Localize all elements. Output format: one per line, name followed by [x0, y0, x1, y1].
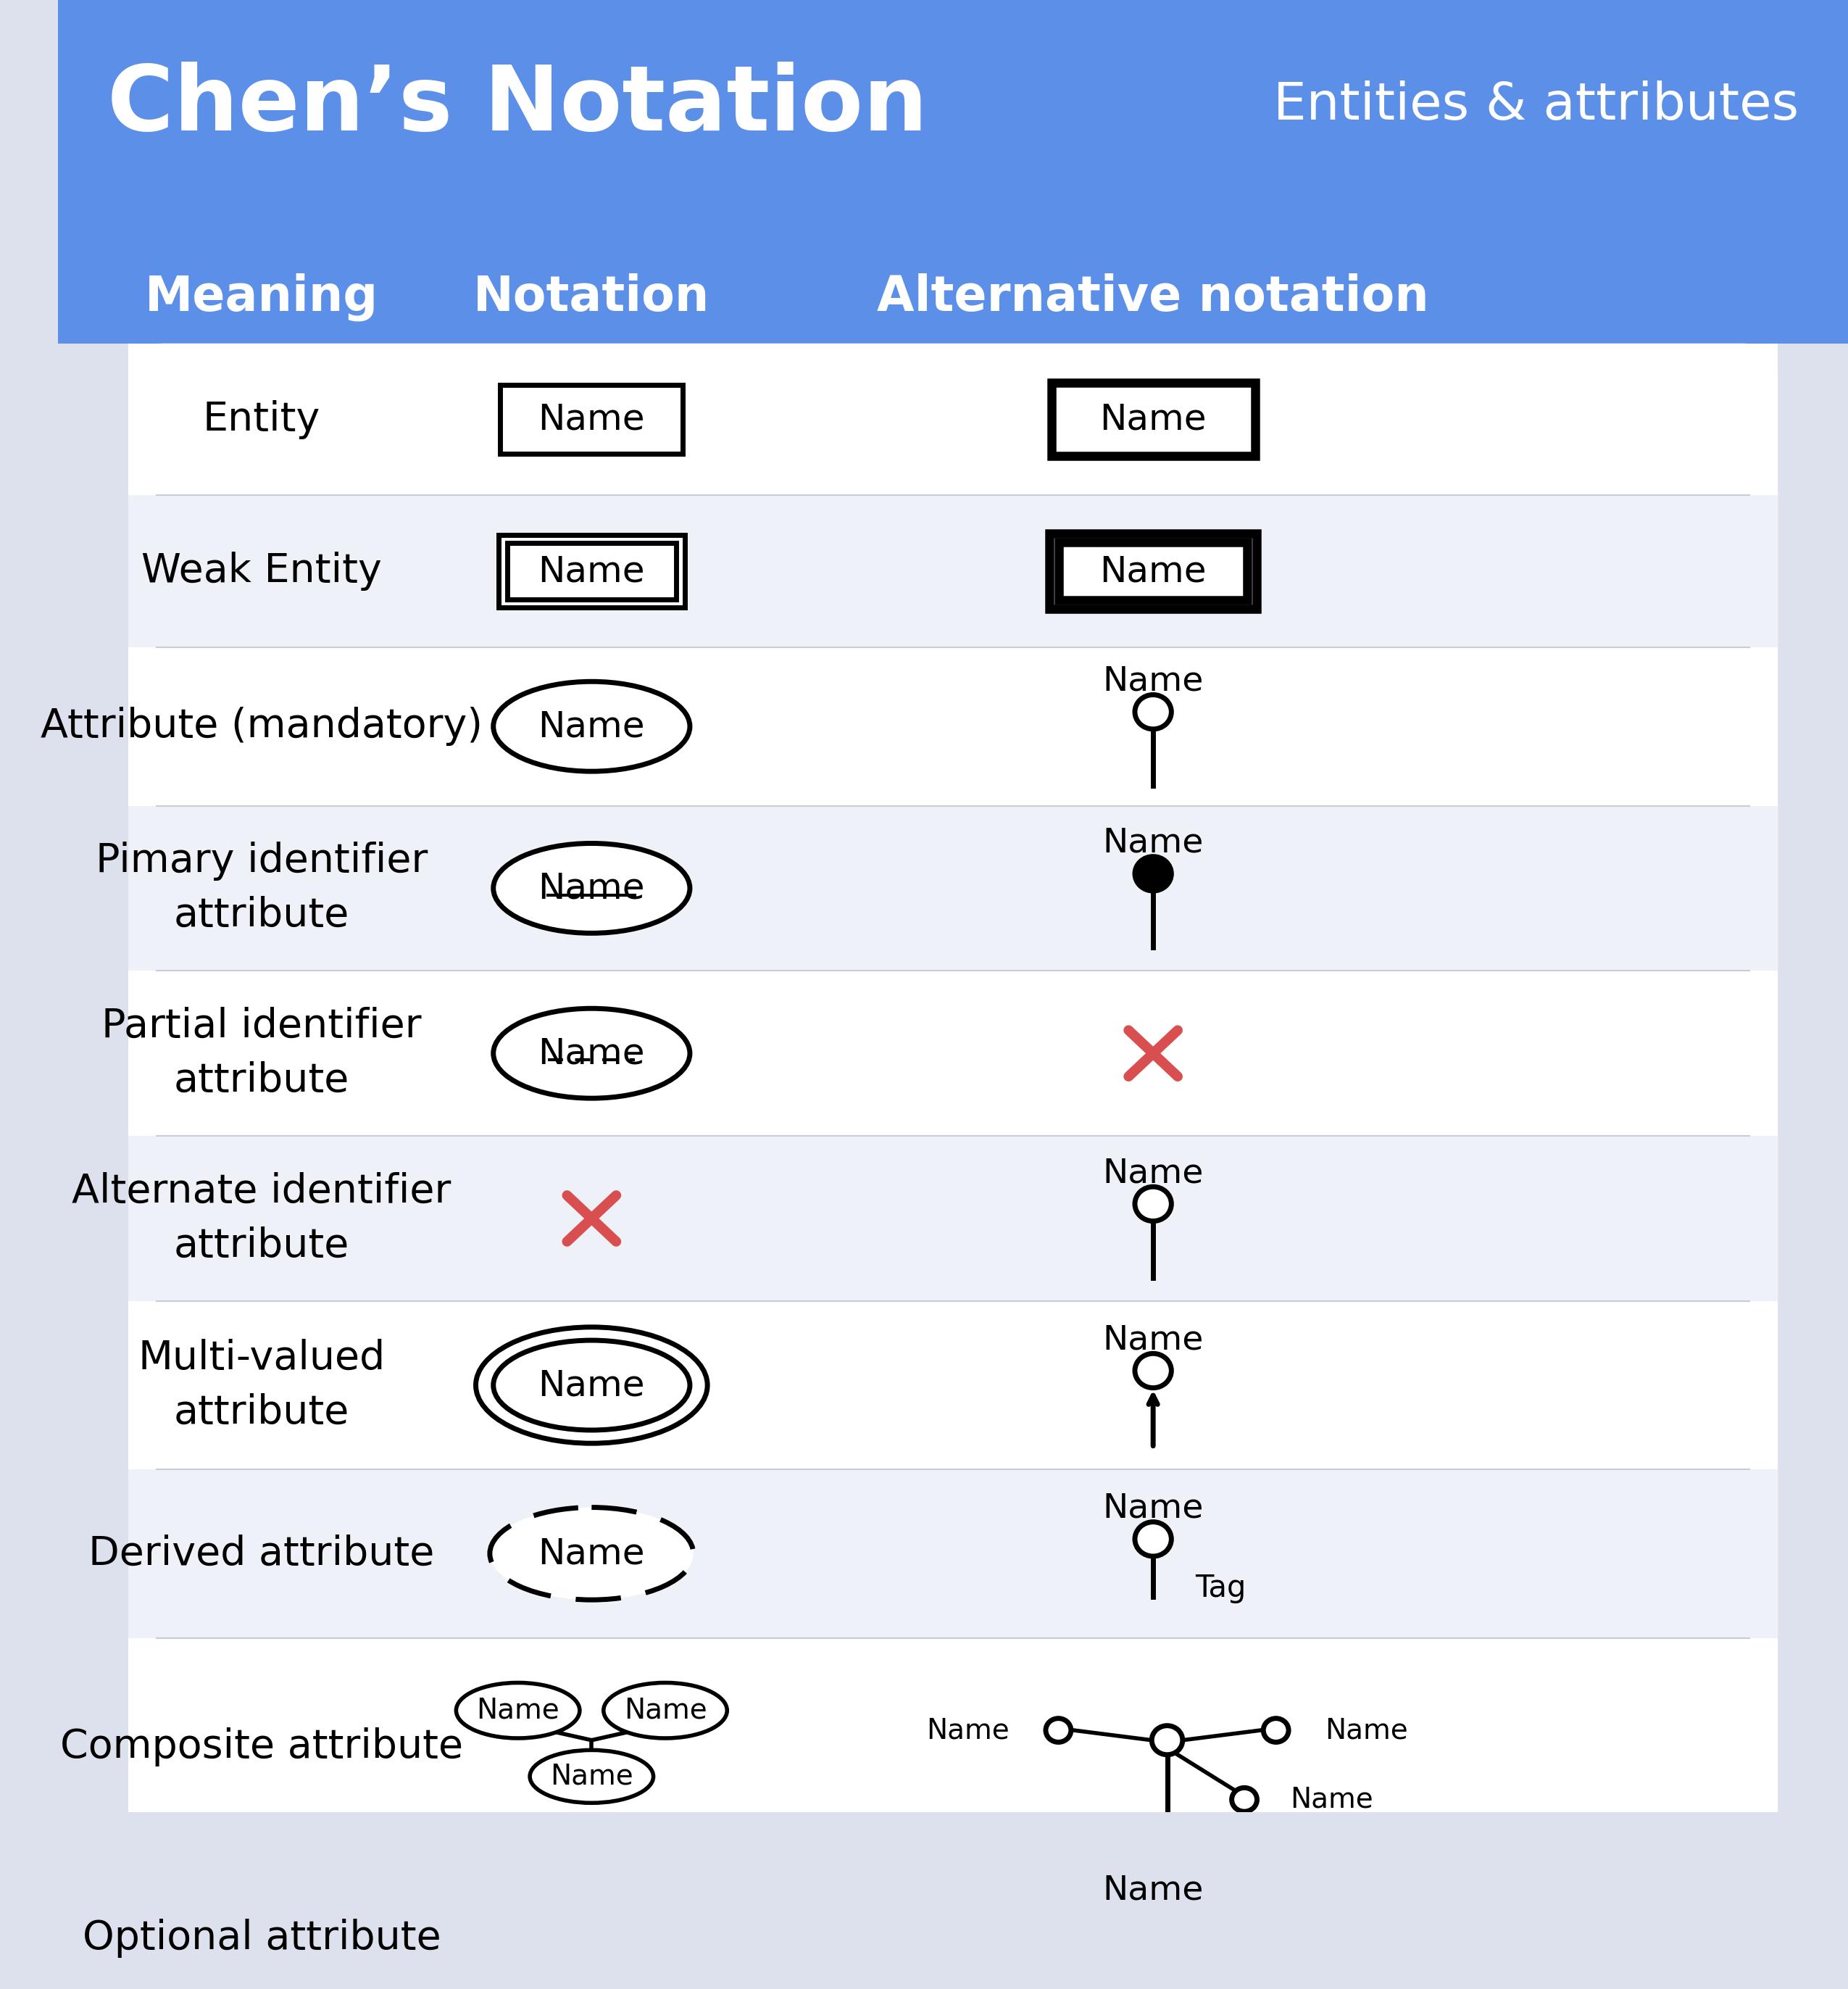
Ellipse shape — [493, 843, 689, 933]
Ellipse shape — [456, 1683, 580, 1738]
Text: Name: Name — [538, 1536, 645, 1571]
Bar — [128, 806, 1778, 971]
Bar — [1059, 543, 1247, 601]
Polygon shape — [1153, 1187, 1172, 1221]
Text: Name: Name — [1103, 827, 1203, 859]
Bar — [57, 0, 1848, 344]
Text: Chen’s Notation: Chen’s Notation — [107, 62, 928, 149]
FancyBboxPatch shape — [128, 344, 1778, 1989]
Text: Name: Name — [625, 1697, 708, 1724]
Circle shape — [1135, 1522, 1172, 1555]
Text: Derived attribute: Derived attribute — [89, 1534, 434, 1573]
Bar — [128, 646, 1778, 806]
Bar — [499, 535, 684, 607]
Bar — [128, 495, 1778, 646]
Ellipse shape — [475, 1327, 708, 1444]
Bar — [501, 384, 684, 453]
Text: Name: Name — [1103, 1492, 1203, 1526]
Bar — [128, 1301, 1778, 1470]
Text: Entity: Entity — [203, 400, 320, 440]
Circle shape — [1135, 1187, 1172, 1221]
Text: Name: Name — [1100, 553, 1207, 589]
Circle shape — [1135, 694, 1172, 730]
Bar — [128, 1470, 1778, 1637]
Text: Composite attribute: Composite attribute — [61, 1726, 464, 1766]
Bar — [128, 1856, 1778, 1989]
Circle shape — [1233, 1788, 1257, 1812]
Text: Name: Name — [1290, 1786, 1373, 1814]
Bar — [508, 543, 676, 599]
Ellipse shape — [530, 1750, 654, 1802]
Bar — [128, 344, 1778, 495]
Bar — [128, 1136, 1778, 1301]
Bar — [1050, 533, 1257, 609]
Text: Name: Name — [477, 1697, 560, 1724]
Circle shape — [1264, 1718, 1288, 1742]
Circle shape — [1135, 857, 1172, 891]
Text: Tag: Tag — [1196, 1573, 1246, 1603]
Text: Name: Name — [538, 553, 645, 589]
Text: Weak Entity: Weak Entity — [142, 551, 383, 591]
Text: Name: Name — [1103, 664, 1203, 698]
Text: Alternate identifier
attribute: Alternate identifier attribute — [72, 1172, 451, 1265]
Text: Partial identifier
attribute: Partial identifier attribute — [102, 1006, 421, 1100]
Text: Entities & attributes: Entities & attributes — [1273, 82, 1798, 131]
Circle shape — [1135, 1903, 1172, 1937]
Text: Name: Name — [538, 871, 645, 905]
Text: Multi-valued
attribute: Multi-valued attribute — [139, 1339, 386, 1432]
Text: Name: Name — [538, 402, 645, 438]
Text: Name: Name — [1100, 402, 1207, 438]
Text: Name: Name — [538, 1368, 645, 1402]
Text: Attribute (mandatory): Attribute (mandatory) — [41, 706, 482, 746]
Text: Optional attribute: Optional attribute — [83, 1919, 442, 1957]
Text: Alternative notation: Alternative notation — [878, 272, 1429, 320]
Text: Name: Name — [1103, 1158, 1203, 1189]
Text: Name: Name — [1325, 1717, 1408, 1744]
Ellipse shape — [493, 1341, 689, 1430]
Text: Name: Name — [538, 708, 645, 744]
Ellipse shape — [604, 1683, 726, 1738]
Text: Name: Name — [926, 1717, 1009, 1744]
Bar — [1052, 384, 1255, 455]
Circle shape — [1151, 1726, 1183, 1754]
Bar — [128, 971, 1778, 1136]
Ellipse shape — [493, 1008, 689, 1098]
Text: Name: Name — [1103, 1325, 1203, 1356]
Circle shape — [1135, 1353, 1172, 1388]
Text: Name: Name — [551, 1762, 634, 1790]
Text: Meaning: Meaning — [144, 272, 379, 322]
Text: Notation: Notation — [473, 272, 710, 320]
Text: Name: Name — [538, 1036, 645, 1070]
Ellipse shape — [490, 1508, 693, 1599]
Circle shape — [1046, 1718, 1072, 1742]
Bar — [128, 1637, 1778, 1856]
Text: Pimary identifier
attribute: Pimary identifier attribute — [96, 841, 427, 935]
Text: Name: Name — [1103, 1874, 1203, 1907]
Ellipse shape — [493, 682, 689, 772]
